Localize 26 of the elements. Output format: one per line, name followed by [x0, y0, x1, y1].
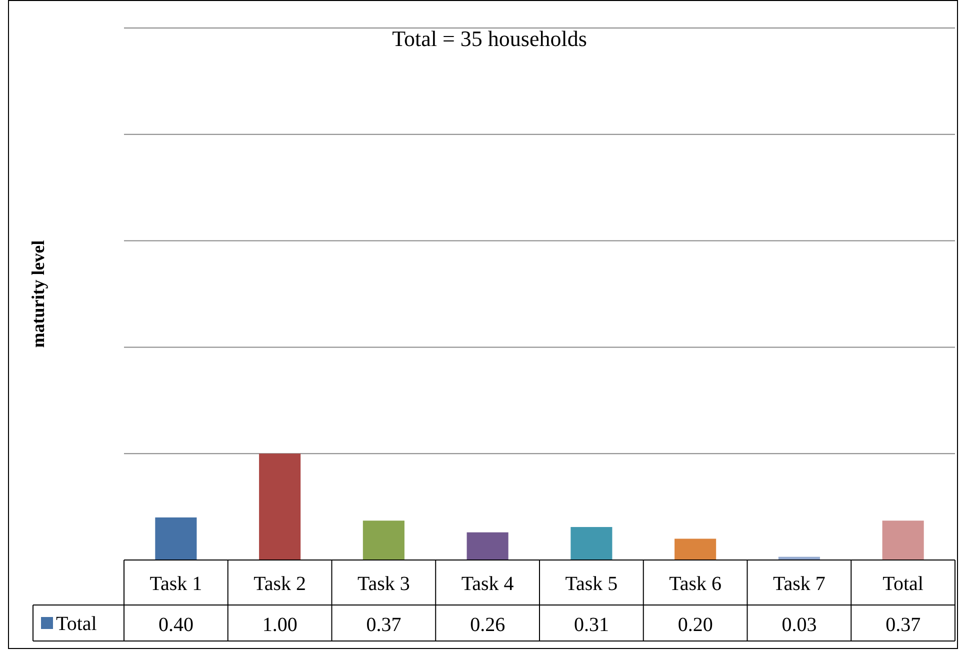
data-label: 0.26: [470, 614, 506, 636]
data-label: 1.00: [262, 614, 298, 636]
bar: [466, 532, 508, 560]
x-tick-label: Task 2: [254, 573, 306, 595]
data-label: 0.31: [574, 614, 609, 636]
x-tick-label: Task 6: [669, 573, 722, 595]
y-axis-title: maturity level: [28, 240, 48, 348]
data-label: 0.03: [782, 614, 817, 636]
x-tick-label: Task 4: [461, 573, 514, 595]
x-tick-label: Total: [882, 573, 924, 595]
data-label: 0.20: [678, 614, 713, 636]
bar: [570, 527, 612, 560]
data-label: 0.40: [158, 614, 194, 636]
data-label: 0.37: [886, 614, 921, 636]
x-tick-label: Task 5: [565, 573, 618, 595]
x-tick-label: Task 1: [150, 573, 202, 595]
bar: [882, 520, 924, 560]
bar: [259, 454, 301, 560]
data-label: 0.37: [366, 614, 402, 636]
legend-label: Total: [56, 613, 98, 635]
bar: [362, 520, 404, 560]
x-tick-label: Task 7: [772, 573, 826, 595]
x-tick-label: Task 3: [357, 573, 410, 595]
chart-title: Total = 35 households: [392, 26, 587, 51]
bar: [674, 538, 716, 560]
bar: [155, 517, 197, 560]
